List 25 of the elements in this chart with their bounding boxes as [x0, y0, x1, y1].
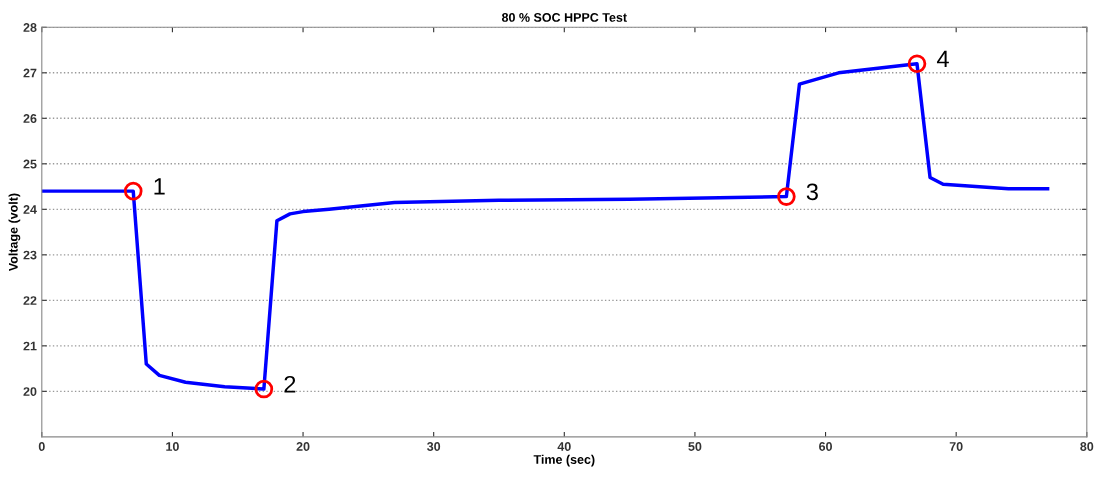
y-axis-title: Voltage (volt) [8, 193, 21, 272]
y-tick-label: 28 [23, 23, 37, 32]
x-tick-label: 0 [38, 442, 45, 451]
x-tick-label: 30 [427, 442, 441, 451]
annotation: 4 [936, 50, 949, 68]
y-tick-label: 20 [23, 387, 37, 396]
annotation: 3 [806, 183, 818, 201]
annotation: 1 [154, 178, 165, 195]
x-tick-label: 60 [819, 442, 832, 451]
x-tick-label: 10 [166, 442, 179, 451]
y-tick-label: 25 [23, 159, 37, 169]
annotation: 2 [284, 375, 296, 393]
y-tick-label: 24 [23, 205, 37, 214]
y-tick-label: 22 [23, 296, 37, 305]
x-tick-label: 40 [557, 442, 571, 451]
x-axis-title: Time (sec) [533, 454, 595, 467]
y-tick-label: 23 [23, 250, 37, 260]
chart-title: 80 % SOC HPPC Test [501, 13, 627, 22]
y-tick-label: 27 [23, 68, 37, 78]
x-tick-label: 70 [949, 442, 963, 451]
x-tick-label: 80 [1080, 442, 1094, 451]
y-tick-label: 26 [23, 114, 37, 123]
y-tick-label: 21 [23, 341, 37, 351]
x-tick-label: 20 [296, 442, 310, 451]
x-tick-label: 50 [688, 442, 702, 451]
